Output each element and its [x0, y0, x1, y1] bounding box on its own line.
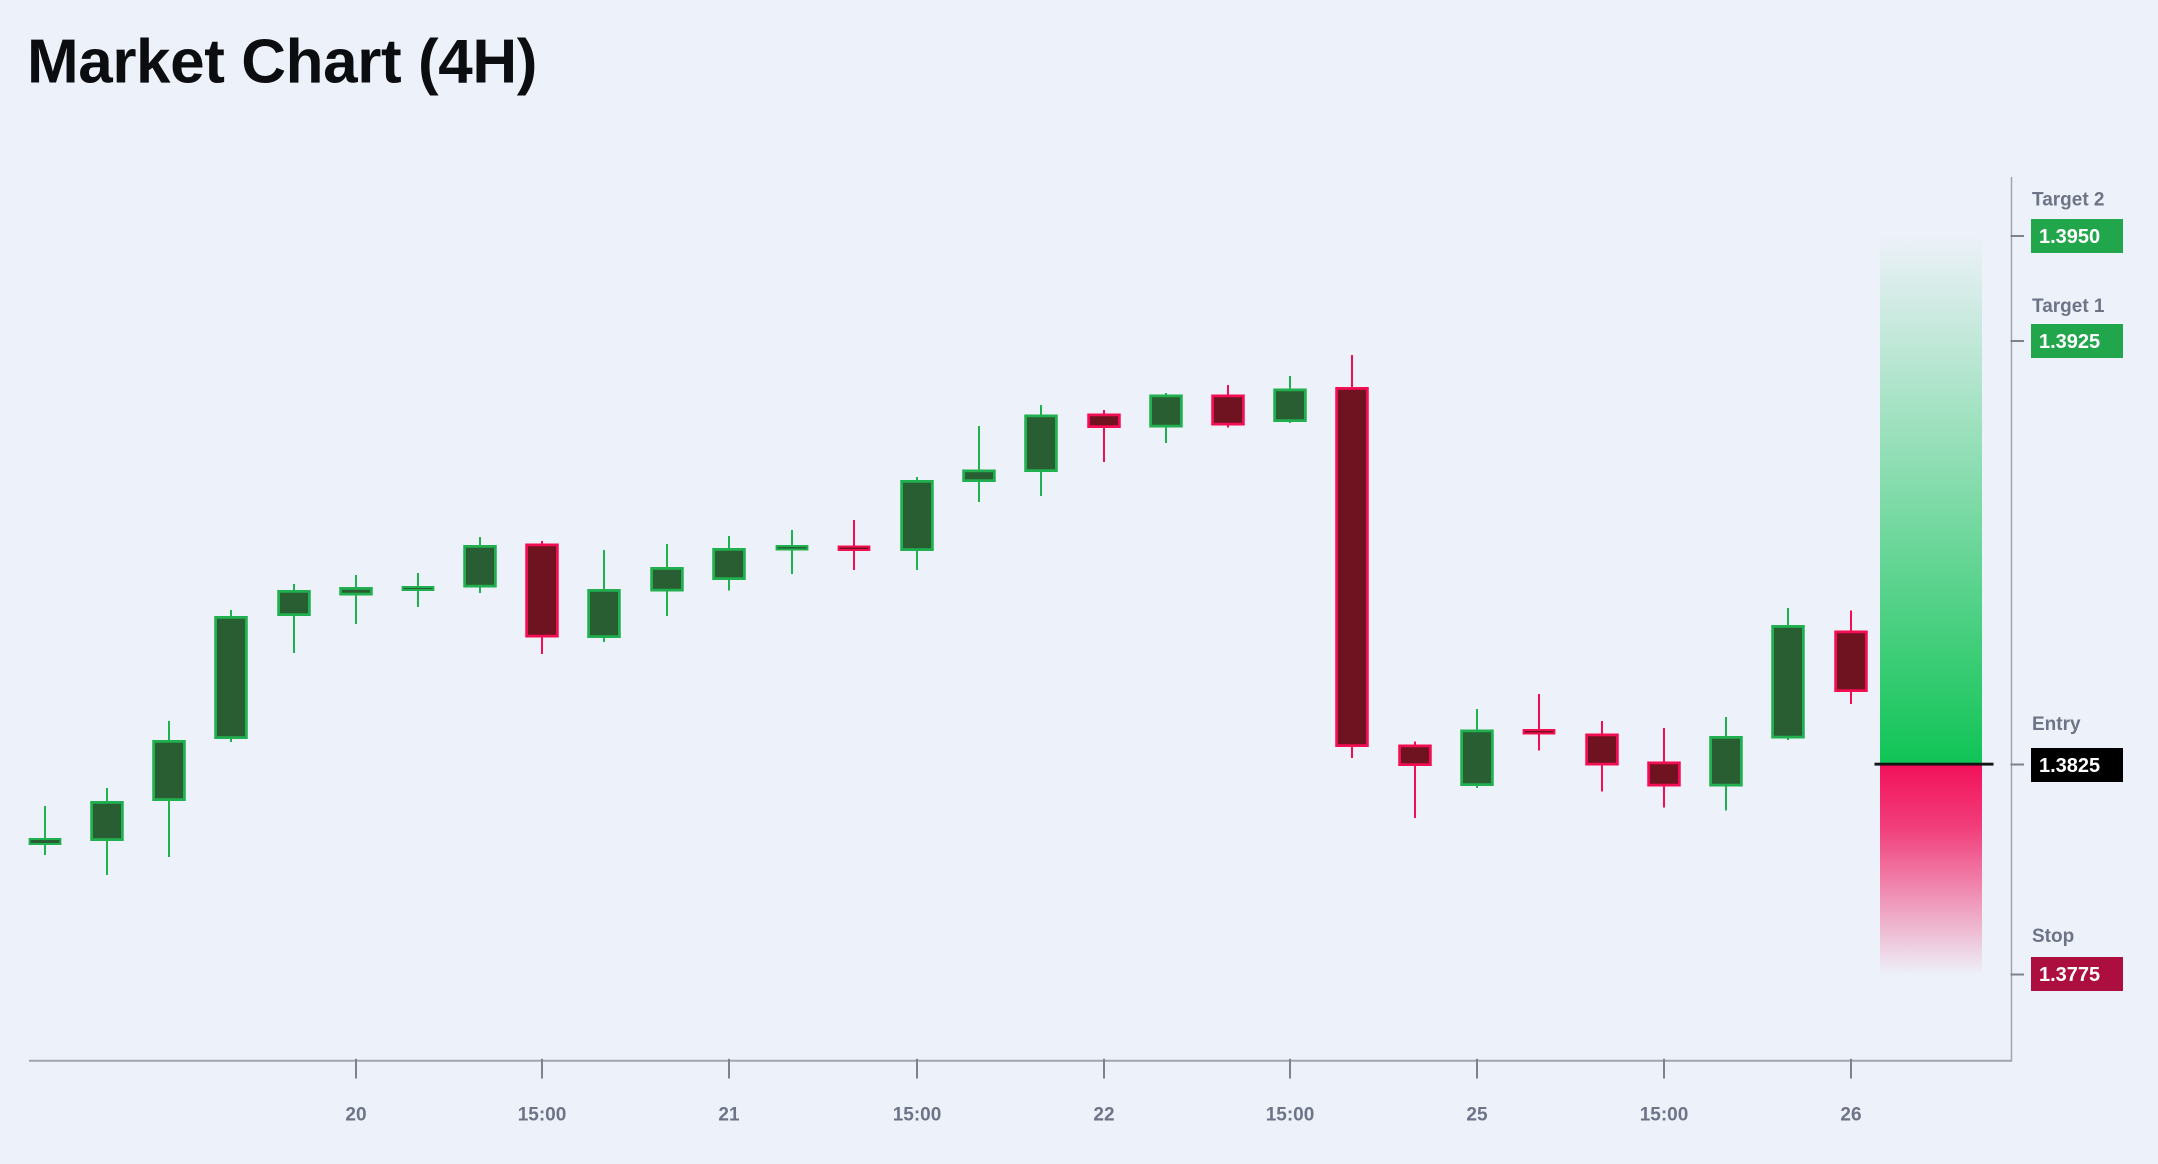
svg-text:25: 25 [1466, 1105, 1488, 1126]
svg-text:15:00: 15:00 [1640, 1105, 1689, 1126]
svg-text:26: 26 [1840, 1105, 1861, 1126]
svg-text:Market Chart (4H): Market Chart (4H) [27, 28, 537, 97]
svg-text:15:00: 15:00 [1266, 1105, 1315, 1126]
svg-text:20: 20 [345, 1105, 366, 1126]
svg-text:Target 1: Target 1 [2032, 296, 2105, 317]
svg-text:15:00: 15:00 [893, 1105, 942, 1126]
svg-text:1.3825: 1.3825 [2039, 755, 2100, 777]
svg-text:Target 2: Target 2 [2032, 190, 2105, 211]
svg-text:21: 21 [718, 1105, 740, 1126]
svg-text:22: 22 [1093, 1105, 1114, 1126]
svg-text:1.3925: 1.3925 [2039, 331, 2100, 353]
svg-text:15:00: 15:00 [518, 1105, 567, 1126]
svg-text:1.3775: 1.3775 [2039, 964, 2100, 986]
svg-text:Stop: Stop [2032, 926, 2074, 947]
svg-text:Entry: Entry [2032, 714, 2081, 735]
svg-text:1.3950: 1.3950 [2039, 226, 2100, 248]
